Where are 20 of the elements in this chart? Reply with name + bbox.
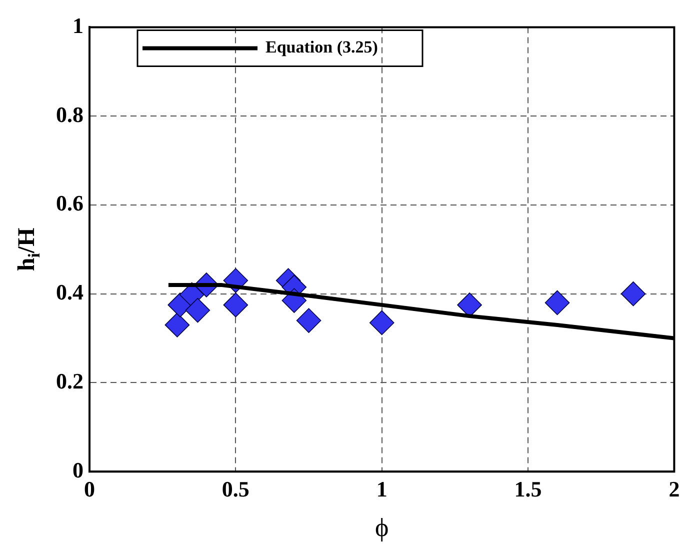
x-axis-title: ϕ [375,512,389,542]
point [223,292,248,318]
y-tick-label: 0.6 [56,190,84,216]
x-tick-label: 0.5 [222,476,250,502]
y-tick-label: 0 [72,457,84,482]
x-tick-label: 1 [376,476,388,502]
point [544,290,570,316]
y-tick-label: 0.2 [56,368,84,394]
y-tick-label: 1 [72,12,84,38]
point [620,281,646,306]
x-tick-label: 2 [668,476,680,502]
text: Equation (3.25) [266,38,378,57]
point [164,312,190,338]
y-axis-title: hi/H [14,227,44,272]
point [296,308,322,333]
y-tick-label: 0.8 [56,102,84,127]
x-tick-label: 1.5 [514,476,542,502]
point [185,298,210,323]
y-tick-label: 0.4 [56,280,84,305]
point [369,310,394,336]
